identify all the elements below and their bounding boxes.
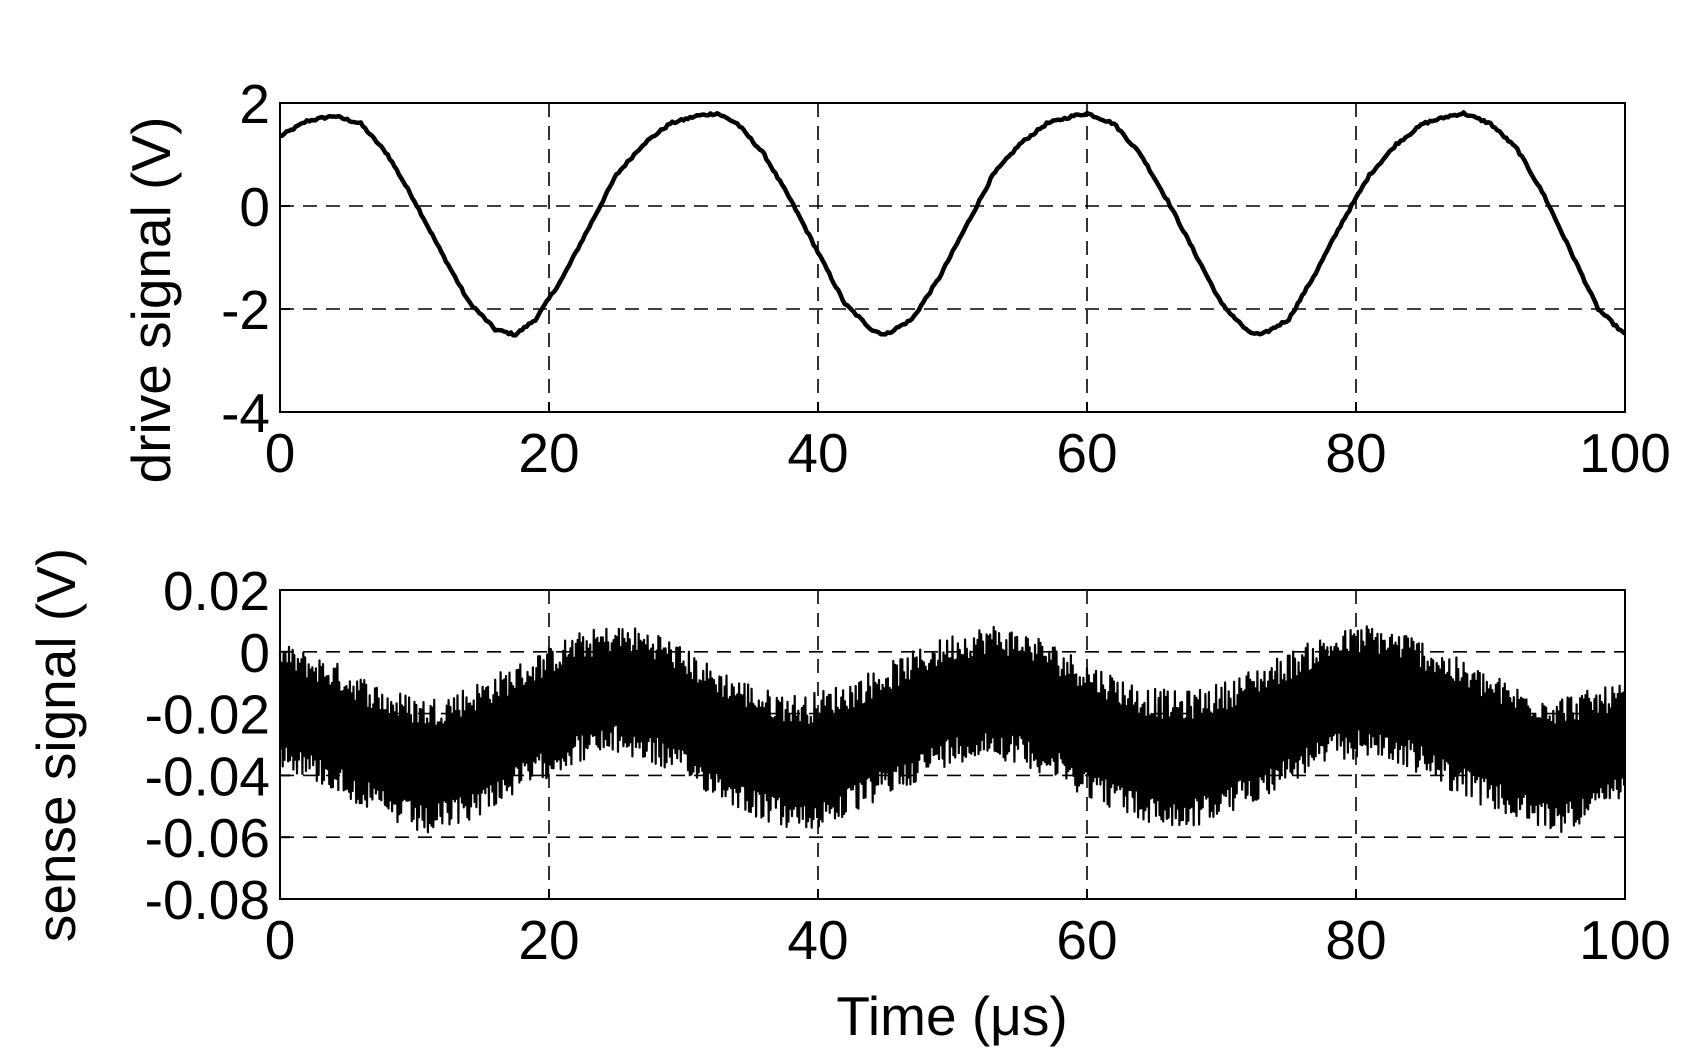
sense-signal-panel: 0 20 40 60 80 100 0.020-0.02-0.04-0.06-0.08 s… bbox=[25, 548, 1671, 1047]
drive-y-tick-label: 2 bbox=[239, 73, 270, 135]
drive-x-tick-label: 60 bbox=[1056, 422, 1117, 484]
sense-y-tick-label: 0 bbox=[239, 622, 270, 684]
sense-x-tick-label: 20 bbox=[518, 909, 579, 971]
sense-x-tick-label: 60 bbox=[1056, 909, 1117, 971]
x-axis-label: Time (μs) bbox=[836, 985, 1067, 1047]
drive-x-tick-label: 100 bbox=[1579, 422, 1671, 484]
drive-y-tick-labels: 2 0 -2 -4 bbox=[221, 73, 290, 444]
drive-y-axis-label: drive signal (V) bbox=[120, 117, 182, 484]
drive-signal-line bbox=[279, 110, 1627, 338]
drive-signal-panel: 0 20 40 60 80 100 20-2-4 drive signal (V) bbox=[120, 73, 1671, 484]
sense-x-tick-labels: 0 20 40 60 80 100 bbox=[265, 889, 1671, 971]
drive-x-tick-label: 20 bbox=[518, 422, 579, 484]
sense-x-tick-label: 80 bbox=[1325, 909, 1386, 971]
sense-y-tick-label: -0.08 bbox=[145, 869, 270, 931]
drive-x-tick-label: 40 bbox=[787, 422, 848, 484]
sense-signal-line bbox=[278, 625, 1627, 834]
sense-x-tick-label: 0 bbox=[265, 909, 296, 971]
sense-y-tick-label: 0.02 bbox=[163, 560, 270, 622]
drive-y-tick-label: -4 bbox=[221, 382, 270, 444]
drive-x-tick-label: 0 bbox=[265, 422, 296, 484]
drive-x-tick-label: 80 bbox=[1325, 422, 1386, 484]
drive-y-tick-label: 0 bbox=[239, 176, 270, 238]
sense-x-tick-label: 40 bbox=[787, 909, 848, 971]
sense-y-axis-label: sense signal (V) bbox=[25, 548, 87, 942]
sense-y-tick-label: -0.02 bbox=[145, 684, 270, 746]
drive-grid bbox=[280, 103, 1625, 412]
sense-y-tick-labels: 0.020-0.02-0.04-0.06-0.08 bbox=[145, 560, 290, 931]
drive-axes-frame bbox=[279, 102, 1626, 413]
sense-axes-frame bbox=[279, 589, 1626, 900]
sense-y-tick-label: -0.04 bbox=[145, 745, 270, 807]
drive-x-tick-labels: 0 20 40 60 80 100 bbox=[265, 402, 1671, 484]
sense-x-tick-label: 100 bbox=[1579, 909, 1671, 971]
sense-y-tick-label: -0.06 bbox=[145, 807, 270, 869]
drive-y-tick-label: -2 bbox=[221, 279, 270, 341]
